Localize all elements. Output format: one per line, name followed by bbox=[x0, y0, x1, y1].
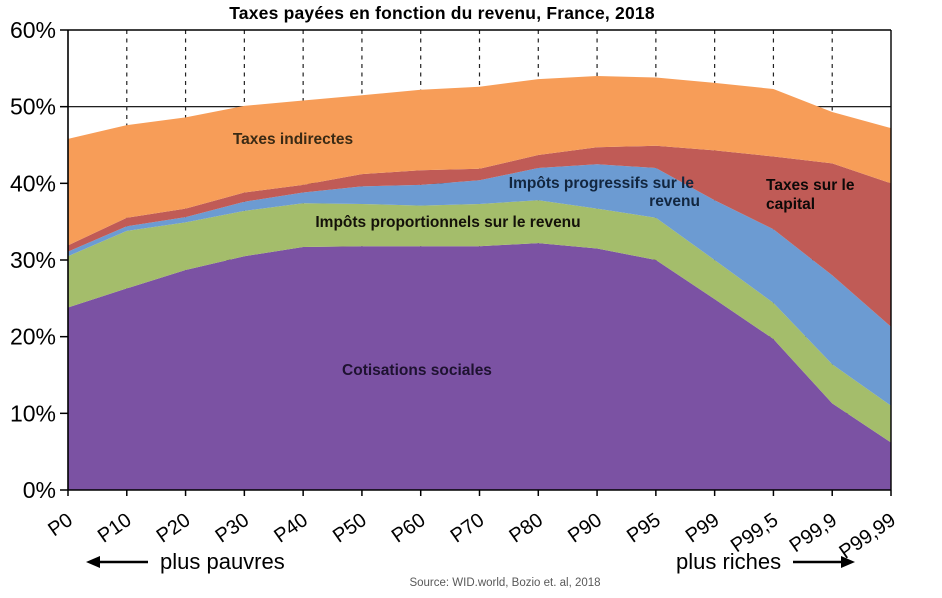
poorer-note: plus pauvres bbox=[86, 549, 285, 575]
area-taxes-capital bbox=[68, 145, 891, 327]
area-label: revenu bbox=[649, 193, 700, 210]
area-label: Impôts progressifs sur le bbox=[509, 175, 695, 192]
x-tick-label: P60 bbox=[388, 509, 430, 547]
area-label: Taxes indirectes bbox=[233, 131, 353, 148]
chart-title: Taxes payées en fonction du revenu, Fran… bbox=[229, 3, 655, 23]
y-tick-label: 0% bbox=[23, 477, 56, 503]
richer-note-label: plus riches bbox=[676, 549, 782, 574]
left-arrow-icon bbox=[86, 556, 148, 568]
y-tick-label: 50% bbox=[10, 94, 56, 120]
area-label: Impôts proportionnels sur le revenu bbox=[315, 214, 580, 231]
area-impots-progressifs bbox=[68, 164, 891, 406]
x-tick-label: P80 bbox=[505, 509, 547, 547]
x-tick-label: P30 bbox=[211, 509, 253, 547]
area-taxes-indirectes bbox=[68, 76, 891, 246]
x-tick-label: P90 bbox=[564, 509, 606, 547]
y-tick-label: 60% bbox=[10, 17, 56, 43]
area-label: Taxes sur le bbox=[766, 177, 855, 194]
x-tick-label: P95 bbox=[623, 509, 665, 547]
area-impots-proportionnels bbox=[68, 200, 891, 443]
area-label: Cotisations sociales bbox=[342, 362, 492, 379]
richer-note: plus riches bbox=[676, 549, 856, 575]
area-label: capital bbox=[766, 196, 815, 213]
poorer-note-label: plus pauvres bbox=[160, 549, 285, 574]
y-tick-label: 40% bbox=[10, 170, 56, 196]
x-tick-label: P70 bbox=[447, 509, 489, 547]
area-cotisations-sociales bbox=[68, 243, 891, 490]
x-tick-label: P20 bbox=[153, 509, 195, 547]
y-tick-label: 20% bbox=[10, 324, 56, 350]
x-tick-label: P40 bbox=[270, 509, 312, 547]
y-tick-label: 30% bbox=[10, 247, 56, 273]
y-tick-label: 10% bbox=[10, 400, 56, 426]
right-arrow-icon bbox=[793, 556, 856, 568]
source-citation: Source: WID.world, Bozio et. al, 2018 bbox=[409, 577, 601, 589]
x-tick-label: P10 bbox=[94, 509, 136, 547]
x-tick-label: P50 bbox=[329, 509, 371, 547]
x-tick-label: P0 bbox=[44, 509, 77, 541]
x-tick-label: P99 bbox=[682, 509, 724, 547]
